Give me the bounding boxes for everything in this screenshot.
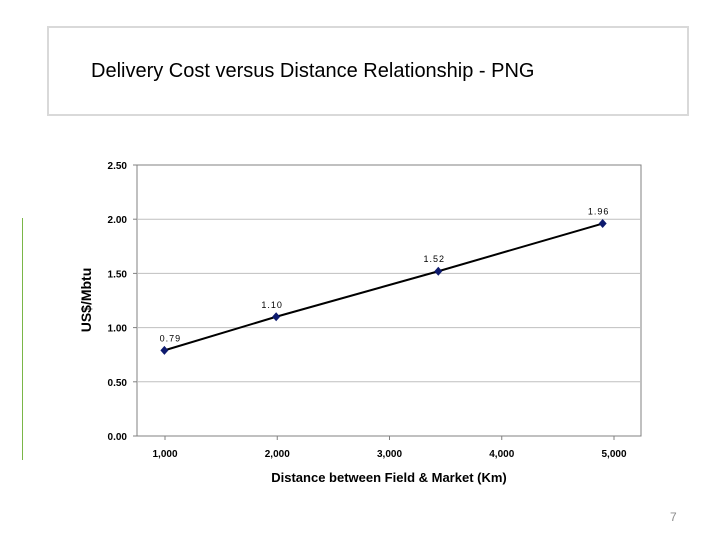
x-axis-label: Distance between Field & Market (Km)	[271, 470, 507, 485]
y-axis-label: US$/Mbtu	[78, 268, 94, 333]
y-tick-label: 1.00	[108, 324, 128, 335]
x-tick-label: 4,000	[489, 449, 514, 460]
title-box: Delivery Cost versus Distance Relationsh…	[47, 26, 689, 116]
data-point	[598, 219, 607, 229]
data-point	[434, 266, 443, 276]
accent-rule	[22, 218, 23, 460]
series-line	[164, 222, 603, 352]
slide-title: Delivery Cost versus Distance Relationsh…	[91, 60, 535, 82]
data-label: 1.52	[424, 254, 446, 264]
x-tick-label: 1,000	[152, 449, 177, 460]
x-tick-label: 2,000	[265, 449, 290, 460]
y-tick-label: 0.00	[108, 432, 128, 443]
x-tick-label: 3,000	[377, 449, 402, 460]
data-label: 1.10	[261, 300, 283, 310]
data-label: 0.79	[160, 333, 182, 343]
data-label: 1.96	[588, 207, 610, 217]
y-tick-label: 2.00	[108, 215, 128, 226]
y-tick-label: 1.50	[108, 269, 128, 280]
plot-area	[136, 164, 642, 437]
y-tick-label: 2.50	[108, 161, 128, 172]
x-tick-label: 5,000	[601, 449, 626, 460]
page-number: 7	[670, 510, 677, 524]
y-tick-label: 0.50	[108, 378, 128, 389]
data-point	[272, 312, 281, 322]
data-point	[160, 345, 169, 355]
